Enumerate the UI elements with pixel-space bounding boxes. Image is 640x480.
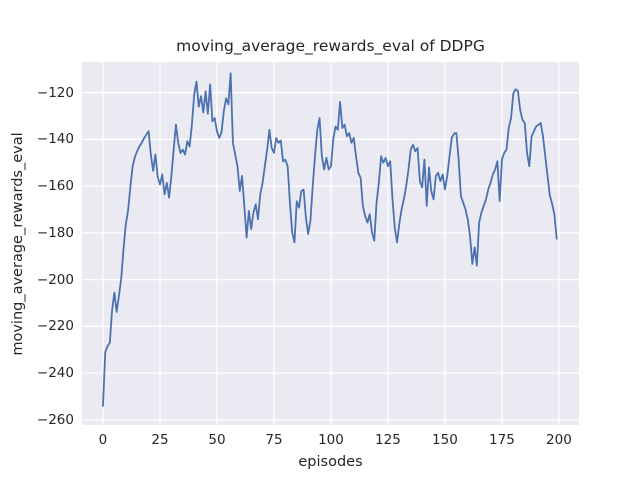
x-tick-label: 0 [98, 432, 108, 448]
y-tick-label: −160 [36, 178, 74, 195]
y-tick-label: −220 [36, 318, 74, 335]
y-tick-label: −120 [36, 84, 74, 101]
x-tick-label: 50 [208, 432, 226, 448]
y-tick-label: −240 [36, 365, 74, 382]
chart-title: moving_average_rewards_eval of DDPG [176, 37, 485, 55]
y-tick-label: −260 [36, 411, 74, 428]
y-axis-label: moving_average_rewards_eval [10, 132, 26, 356]
x-tick-label: 25 [151, 432, 169, 448]
x-tick-label: 125 [375, 432, 401, 448]
x-tick-label: 150 [432, 432, 458, 448]
y-tick-label: −180 [36, 224, 74, 241]
x-tick-label: 100 [318, 432, 344, 448]
plot-area [82, 62, 579, 425]
y-tick-label: −140 [36, 131, 74, 148]
x-axis-label: episodes [298, 454, 363, 470]
x-tick-label: 175 [489, 432, 515, 448]
data-line-moving_average_rewards_eval [102, 72, 558, 407]
x-tick-label: 75 [265, 432, 283, 448]
x-tick-label: 200 [546, 432, 572, 448]
y-tick-label: −200 [36, 271, 74, 288]
line-plot-svg [82, 62, 579, 425]
